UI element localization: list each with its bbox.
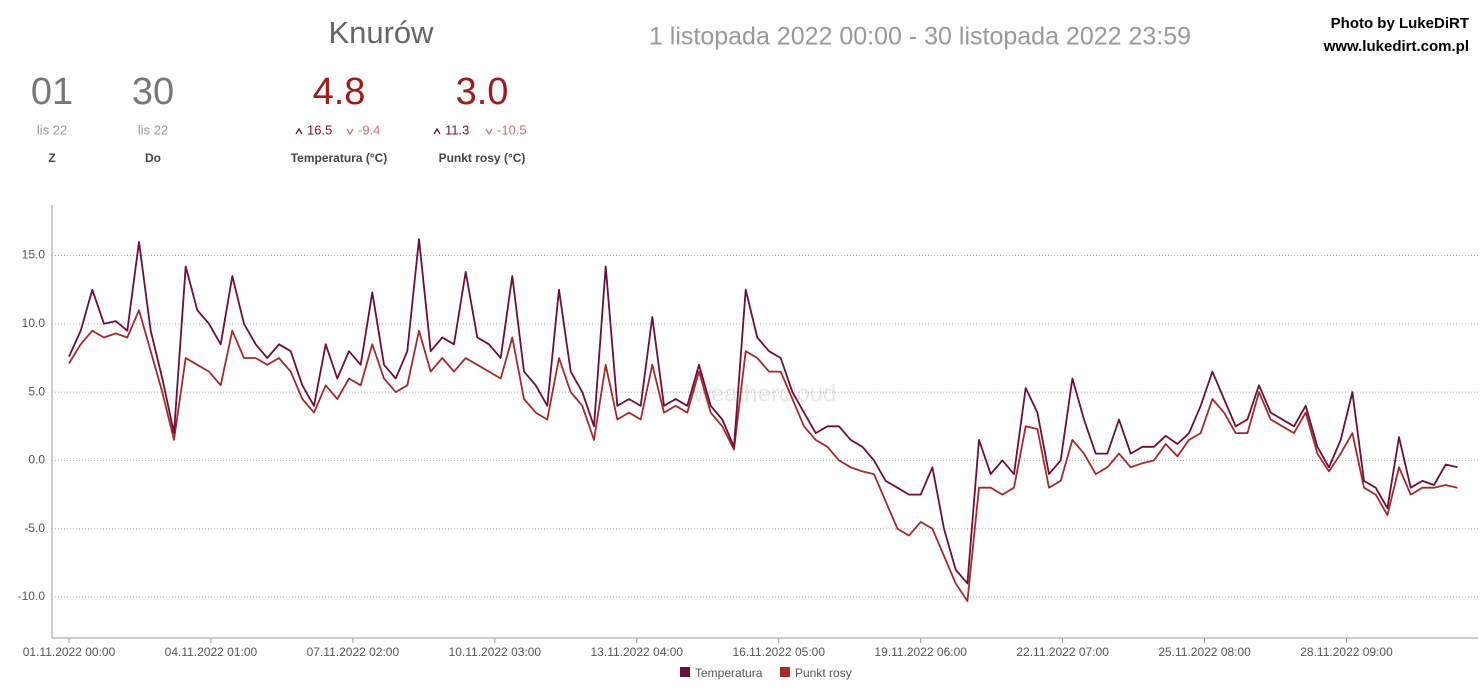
stat-min: -10.5 [497, 122, 527, 137]
stat-label: Temperatura (°C) [291, 151, 388, 165]
y-tick-label: 10.0 [22, 316, 46, 330]
stat-sub: lis 22 [37, 122, 67, 137]
stat-value: 3.0 [456, 71, 509, 113]
stat-sub: lis 22 [138, 122, 168, 137]
legend-label: Punkt rosy [795, 666, 852, 680]
x-tick-label: 16.11.2022 05:00 [732, 645, 825, 659]
stat-value: 30 [132, 71, 174, 113]
stat-label: Punkt rosy (°C) [439, 151, 526, 165]
legend-swatch [780, 667, 790, 677]
legend-label: Temperatura [695, 666, 763, 680]
station-title: Knurów [328, 15, 434, 50]
stat-label: Z [48, 151, 55, 165]
y-tick-label: 0.0 [28, 453, 45, 467]
photo-credit: Photo by LukeDiRT [1331, 15, 1469, 32]
series-line [68, 309, 1458, 602]
x-tick-label: 01.11.2022 00:00 [23, 645, 116, 659]
max-icon [433, 127, 441, 135]
y-tick-label: -10.0 [18, 589, 46, 603]
stat-max: 11.3 [445, 122, 469, 137]
legend-swatch [680, 667, 690, 677]
x-tick-label: 22.11.2022 07:00 [1016, 645, 1109, 659]
y-tick-label: -5.0 [24, 521, 45, 535]
x-tick-label: 25.11.2022 08:00 [1158, 645, 1251, 659]
series-line [68, 238, 1458, 585]
photo-url: www.lukedirt.com.pl [1323, 38, 1469, 55]
min-icon [485, 128, 493, 136]
min-icon [346, 128, 354, 136]
x-tick-label: 19.11.2022 06:00 [874, 645, 967, 659]
x-tick-label: 28.11.2022 09:00 [1300, 645, 1393, 659]
x-tick-label: 04.11.2022 01:00 [165, 645, 258, 659]
x-tick-label: 10.11.2022 03:00 [449, 645, 542, 659]
watermark: weathercloud [693, 380, 837, 407]
stat-value: 4.8 [313, 71, 366, 113]
stat-max: 16.5 [307, 122, 332, 137]
x-tick-label: 13.11.2022 04:00 [591, 645, 684, 659]
max-icon [295, 127, 303, 135]
stat-value: 01 [31, 71, 73, 113]
y-tick-label: 5.0 [28, 384, 45, 398]
stat-min: -9.4 [358, 122, 380, 137]
x-tick-label: 07.11.2022 02:00 [307, 645, 400, 659]
date-range: 1 listopada 2022 00:00 - 30 listopada 20… [649, 23, 1191, 51]
stat-label: Do [145, 151, 161, 165]
y-tick-label: 15.0 [22, 248, 46, 262]
